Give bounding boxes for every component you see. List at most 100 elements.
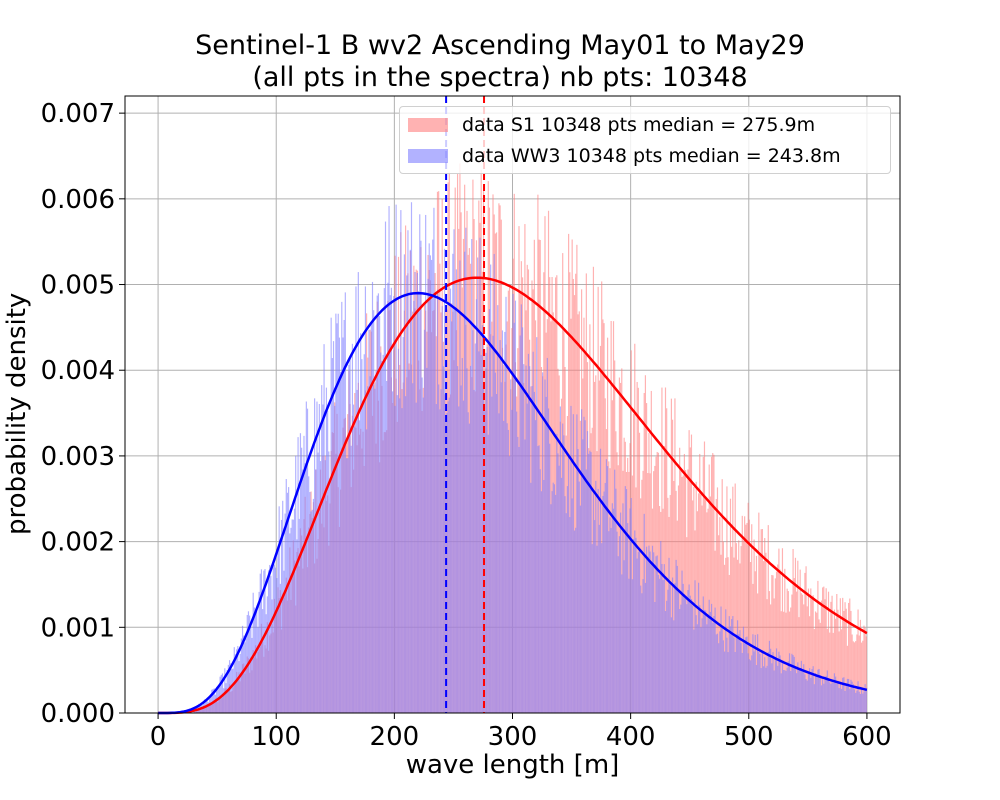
histogram-bar (799, 668, 801, 713)
histogram-bar (474, 343, 476, 713)
histogram-bar (752, 634, 754, 713)
histogram-bar (607, 466, 609, 713)
histogram-bar (370, 322, 372, 713)
histogram-bar (766, 665, 768, 713)
histogram-bar (315, 469, 317, 713)
histogram-bar (491, 396, 493, 713)
histogram-bar (569, 272, 571, 713)
histogram-bar (555, 494, 557, 713)
histogram-bar (573, 295, 576, 713)
histogram-bar (252, 592, 254, 713)
histogram-bar (595, 480, 597, 713)
histogram-bar (807, 673, 810, 713)
histogram-bar (844, 690, 846, 713)
histogram-bar (343, 319, 345, 713)
histogram-bar (631, 579, 634, 713)
histogram-bar (832, 632, 834, 713)
histogram-bar (684, 595, 687, 713)
histogram-bar (855, 692, 857, 713)
y-tick-label: 0.007 (41, 99, 115, 129)
histogram-bar (778, 651, 780, 713)
histogram-bar (778, 548, 780, 713)
histogram-bar (660, 541, 662, 713)
histogram-bar (271, 599, 273, 713)
histogram-bar (709, 496, 711, 713)
histogram-bar (849, 598, 851, 713)
histogram-bar (614, 469, 616, 713)
histogram-bar (430, 259, 433, 713)
histogram-bar (449, 288, 452, 713)
histogram-bar (809, 668, 811, 713)
legend: data S1 10348 pts median = 275.9m data W… (399, 106, 891, 174)
histogram-bar (323, 344, 325, 713)
histogram-bar (654, 601, 656, 713)
histogram-bar (707, 508, 709, 713)
histogram-bar (438, 384, 440, 713)
histogram-bar (806, 606, 808, 713)
histogram-bar (864, 627, 866, 713)
histogram-bar (289, 533, 291, 713)
histogram-bar (478, 351, 480, 713)
histogram-bar (747, 653, 749, 713)
histogram-bar (827, 591, 830, 713)
histogram-bar (501, 330, 504, 713)
histogram-bar (820, 600, 823, 713)
histogram-bar (337, 313, 339, 713)
histogram-bar (764, 538, 766, 713)
histogram-bar (406, 275, 408, 713)
histogram-bar (648, 545, 650, 713)
histogram-bar (806, 680, 808, 713)
histogram-bar (862, 693, 864, 713)
histogram-bar (469, 365, 472, 713)
histogram-bar (399, 398, 401, 713)
histogram-bar (695, 615, 697, 713)
histogram-bar (492, 335, 494, 713)
histogram-bar (477, 257, 479, 713)
histogram-bar (674, 583, 676, 713)
histogram-bar (396, 395, 398, 713)
histogram-bar (581, 409, 583, 713)
histogram-bar (579, 505, 582, 713)
histogram-bar (856, 690, 858, 713)
histogram-bar (682, 583, 684, 713)
histogram-bar (721, 479, 723, 713)
histogram-bar (863, 625, 865, 713)
histogram-bar (700, 494, 702, 713)
histogram-bar (380, 352, 382, 713)
histogram-bar (303, 435, 305, 713)
histogram-bar (620, 512, 622, 713)
histogram-bar (649, 551, 651, 713)
histogram-bar (584, 420, 586, 713)
histogram-bar (675, 559, 677, 713)
histogram-bar (851, 634, 853, 713)
histogram-bar (266, 596, 268, 713)
histogram-bar (428, 243, 430, 714)
histogram-bar (731, 619, 733, 713)
histogram-bar (839, 683, 841, 713)
histogram-bar (753, 539, 755, 713)
histogram-bar (388, 206, 390, 713)
histogram-bar (770, 648, 772, 713)
histogram-bar (703, 610, 706, 713)
histogram-bar (475, 299, 478, 713)
histogram-bar (655, 556, 657, 713)
histogram-bar (740, 642, 742, 713)
histogram-bar (407, 230, 409, 714)
histogram-bar (862, 640, 864, 713)
histogram-bar (858, 691, 860, 713)
histogram-bar (787, 661, 789, 713)
histogram-bar (272, 560, 274, 713)
histogram-bar (861, 688, 863, 713)
histogram-bar (791, 653, 793, 713)
x-tick-label: 100 (251, 722, 301, 752)
histogram-bar (656, 555, 658, 713)
histogram-bar (592, 490, 595, 713)
histogram-bar (727, 652, 729, 713)
histogram-bar (311, 509, 313, 713)
histogram-bar (755, 555, 758, 713)
histogram-bar (634, 530, 636, 713)
histogram-bar (290, 527, 292, 713)
histogram-bar (573, 530, 576, 713)
histogram-bar (393, 296, 395, 713)
histogram-bar (840, 688, 843, 713)
